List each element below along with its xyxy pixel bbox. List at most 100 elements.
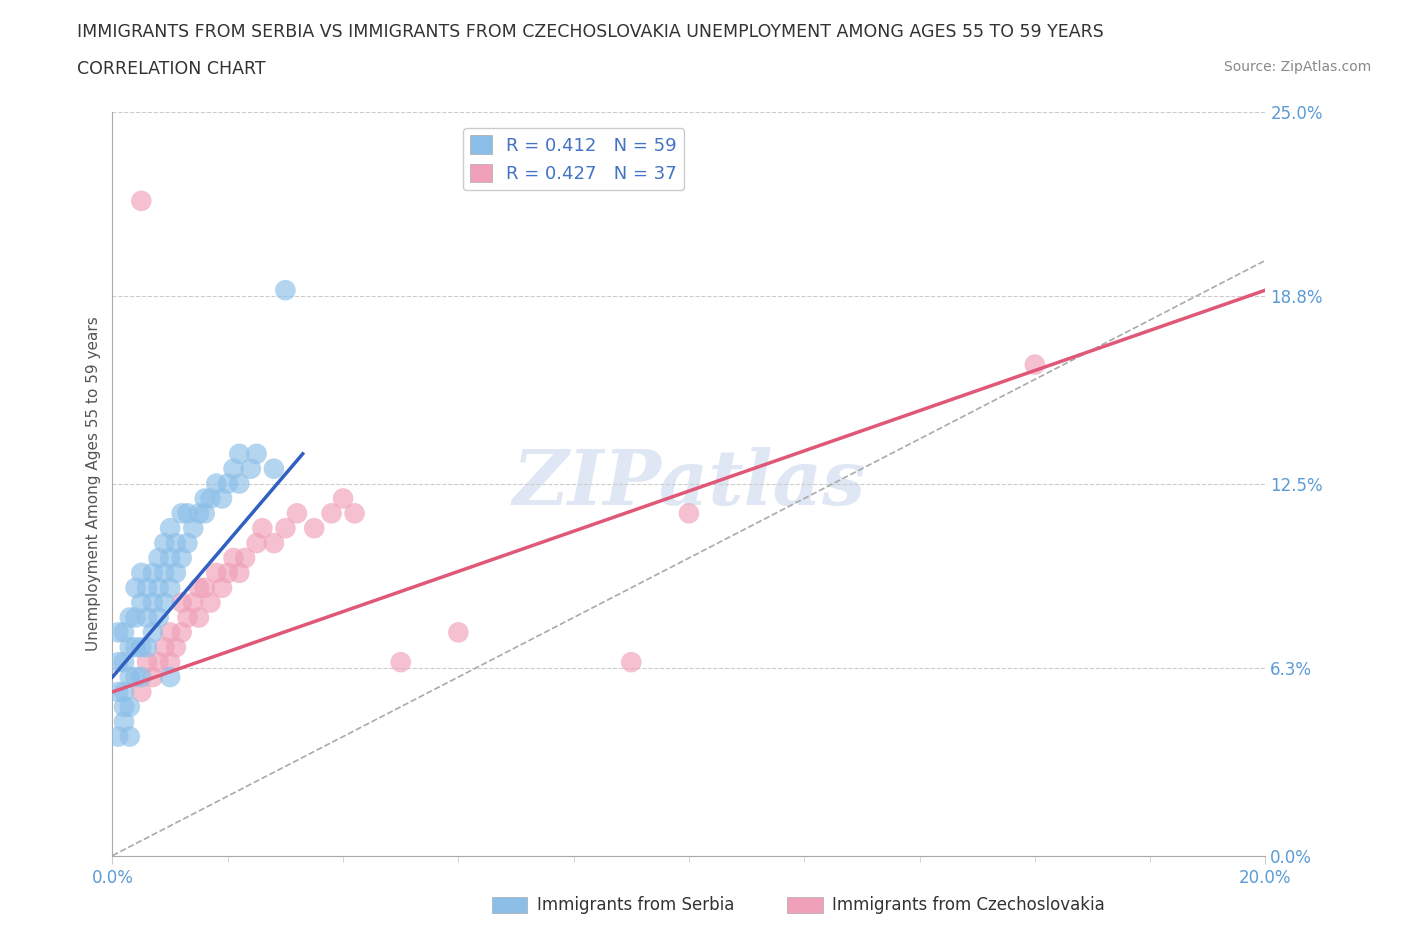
- Point: [200, 595, 222, 610]
- Point: [222, 551, 245, 565]
- Point: [222, 461, 245, 476]
- Point: [153, 595, 176, 610]
- Point: [118, 670, 141, 684]
- Point: [129, 595, 153, 610]
- Point: [217, 565, 239, 580]
- Point: [211, 491, 233, 506]
- Point: [1024, 357, 1046, 372]
- Point: [159, 580, 181, 595]
- Point: [107, 655, 129, 670]
- Point: [181, 521, 204, 536]
- Point: [252, 521, 274, 536]
- Point: [389, 655, 412, 670]
- Point: [112, 625, 135, 640]
- Point: [136, 640, 159, 655]
- Point: [176, 610, 198, 625]
- Point: [233, 551, 256, 565]
- Point: [112, 699, 135, 714]
- Point: [194, 491, 217, 506]
- Point: [332, 491, 354, 506]
- Point: [176, 506, 198, 521]
- Point: [170, 595, 193, 610]
- Point: [194, 580, 217, 595]
- Point: [107, 684, 129, 699]
- Point: [148, 551, 170, 565]
- Point: [148, 580, 170, 595]
- Point: [136, 610, 159, 625]
- Point: [188, 506, 211, 521]
- Point: [129, 565, 153, 580]
- Point: [176, 536, 198, 551]
- Point: [620, 655, 643, 670]
- Point: [159, 551, 181, 565]
- Point: [200, 491, 222, 506]
- Point: [153, 565, 176, 580]
- Point: [274, 521, 297, 536]
- Point: [170, 551, 193, 565]
- Point: [205, 476, 228, 491]
- Point: [136, 580, 159, 595]
- Point: [107, 729, 129, 744]
- Point: [124, 610, 146, 625]
- Point: [129, 193, 153, 208]
- Point: [304, 521, 326, 536]
- Y-axis label: Unemployment Among Ages 55 to 59 years: Unemployment Among Ages 55 to 59 years: [86, 316, 101, 651]
- Point: [112, 684, 135, 699]
- Point: [343, 506, 366, 521]
- Text: Immigrants from Serbia: Immigrants from Serbia: [537, 896, 734, 914]
- Point: [118, 640, 141, 655]
- Point: [112, 714, 135, 729]
- Point: [170, 506, 193, 521]
- Point: [153, 536, 176, 551]
- Point: [165, 565, 187, 580]
- Point: [124, 670, 146, 684]
- Point: [285, 506, 308, 521]
- Point: [263, 536, 285, 551]
- Point: [211, 580, 233, 595]
- Point: [217, 476, 239, 491]
- Point: [170, 625, 193, 640]
- Point: [194, 506, 217, 521]
- Point: [165, 640, 187, 655]
- Point: [148, 610, 170, 625]
- Text: IMMIGRANTS FROM SERBIA VS IMMIGRANTS FROM CZECHOSLOVAKIA UNEMPLOYMENT AMONG AGES: IMMIGRANTS FROM SERBIA VS IMMIGRANTS FRO…: [77, 23, 1104, 41]
- Point: [118, 729, 141, 744]
- Text: Immigrants from Czechoslovakia: Immigrants from Czechoslovakia: [832, 896, 1105, 914]
- Point: [129, 670, 153, 684]
- Point: [124, 640, 146, 655]
- Point: [321, 506, 343, 521]
- Point: [118, 699, 141, 714]
- Point: [239, 461, 262, 476]
- Text: ZIPatlas: ZIPatlas: [512, 446, 866, 521]
- Point: [129, 684, 153, 699]
- Point: [228, 565, 250, 580]
- Point: [142, 625, 165, 640]
- Text: CORRELATION CHART: CORRELATION CHART: [77, 60, 266, 78]
- Point: [142, 595, 165, 610]
- Point: [118, 610, 141, 625]
- Point: [447, 625, 470, 640]
- Point: [165, 536, 187, 551]
- Point: [159, 655, 181, 670]
- Point: [142, 670, 165, 684]
- Point: [246, 536, 269, 551]
- Point: [274, 283, 297, 298]
- Point: [159, 521, 181, 536]
- Point: [246, 446, 269, 461]
- Point: [136, 655, 159, 670]
- Point: [153, 640, 176, 655]
- Point: [129, 640, 153, 655]
- Point: [148, 655, 170, 670]
- Point: [159, 670, 181, 684]
- Point: [228, 446, 250, 461]
- Point: [205, 565, 228, 580]
- Point: [124, 580, 146, 595]
- Point: [678, 506, 700, 521]
- Point: [188, 610, 211, 625]
- Legend: R = 0.412   N = 59, R = 0.427   N = 37: R = 0.412 N = 59, R = 0.427 N = 37: [463, 128, 685, 191]
- Point: [159, 625, 181, 640]
- Point: [263, 461, 285, 476]
- Point: [188, 580, 211, 595]
- Point: [228, 476, 250, 491]
- Text: Source: ZipAtlas.com: Source: ZipAtlas.com: [1223, 60, 1371, 74]
